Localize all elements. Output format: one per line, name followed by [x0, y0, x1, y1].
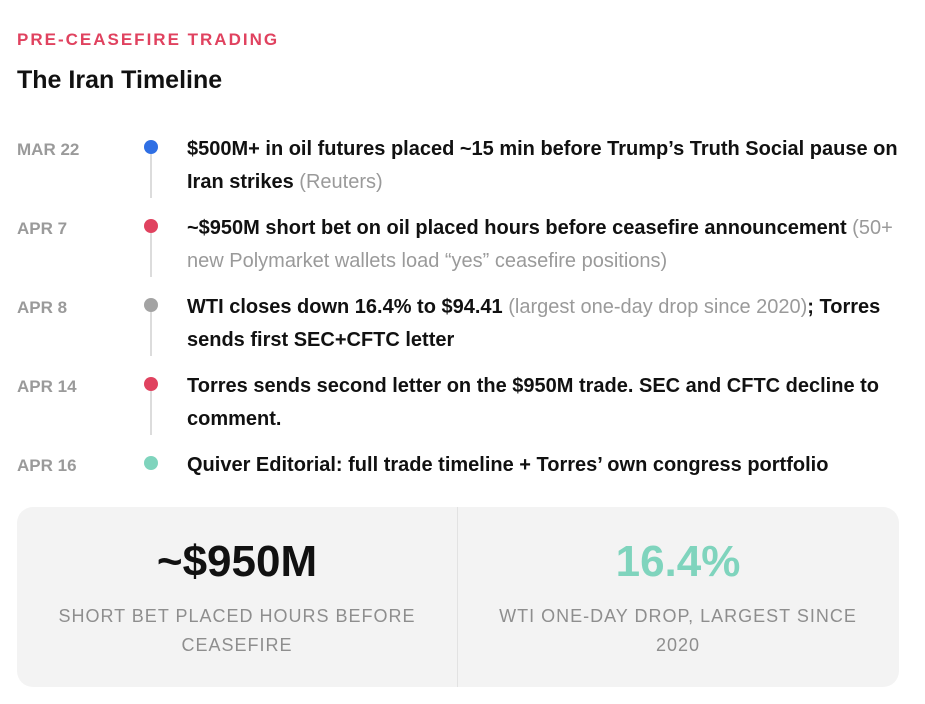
timeline-date: APR 16 [17, 456, 77, 475]
timeline-headline-tail: ; Torres sends first SEC+CFTC letter [187, 296, 881, 351]
stats-panel: ~$950M SHORT BET PLACED HOURS BEFORE CEA… [17, 507, 899, 687]
timeline-text: Torres sends second letter on the $950M … [187, 370, 902, 436]
timeline-text: Quiver Editorial: full trade timeline + … [187, 449, 902, 482]
timeline-text: $500M+ in oil futures placed ~15 min bef… [187, 133, 902, 199]
stat-caption: WTI ONE-DAY DROP, LARGEST SINCE 2020 [499, 606, 857, 655]
timeline-headline: Quiver Editorial: full trade timeline + … [187, 454, 829, 476]
timeline-dot [144, 140, 158, 154]
kicker-label: PRE-CEASEFIRE TRADING [17, 30, 280, 49]
timeline-connector [150, 154, 152, 198]
timeline-connector [150, 312, 152, 356]
timeline-text: ~$950M short bet on oil placed hours bef… [187, 212, 902, 278]
timeline-date: APR 14 [17, 377, 77, 396]
stat-value: ~$950M [156, 537, 318, 586]
timeline-date: APR 8 [17, 298, 68, 317]
stat-value: 16.4% [615, 537, 741, 586]
stat-caption: SHORT BET PLACED HOURS BEFORE CEASEFIRE [58, 606, 416, 655]
timeline-dot [144, 219, 158, 233]
timeline-headline: $500M+ in oil futures placed ~15 min bef… [187, 138, 898, 193]
timeline-note: (Reuters) [293, 171, 383, 193]
timeline-connector [150, 391, 152, 435]
stat-card-wti-drop: 16.4% WTI ONE-DAY DROP, LARGEST SINCE 20… [458, 507, 898, 687]
timeline-dot [144, 298, 158, 312]
stat-card-short-bet: ~$950M SHORT BET PLACED HOURS BEFORE CEA… [17, 507, 457, 687]
stats-divider [457, 507, 458, 687]
timeline-connector [150, 233, 152, 277]
timeline-headline: ~$950M short bet on oil placed hours bef… [187, 217, 847, 239]
timeline-date: APR 7 [17, 219, 68, 238]
page-title: The Iran Timeline [17, 66, 223, 94]
timeline-dot [144, 456, 158, 470]
timeline-note: (50+ new Polymarket wallets load “yes” c… [187, 217, 893, 272]
timeline-headline: WTI closes down 16.4% to $94.41 [187, 296, 503, 318]
timeline-note: (largest one-day drop since 2020) [502, 296, 808, 318]
timeline-headline: Torres sends second letter on the $950M … [187, 375, 880, 430]
timeline-text: WTI closes down 16.4% to $94.41 (largest… [187, 291, 902, 357]
timeline-date: MAR 22 [17, 140, 80, 159]
timeline-dot [144, 377, 158, 391]
